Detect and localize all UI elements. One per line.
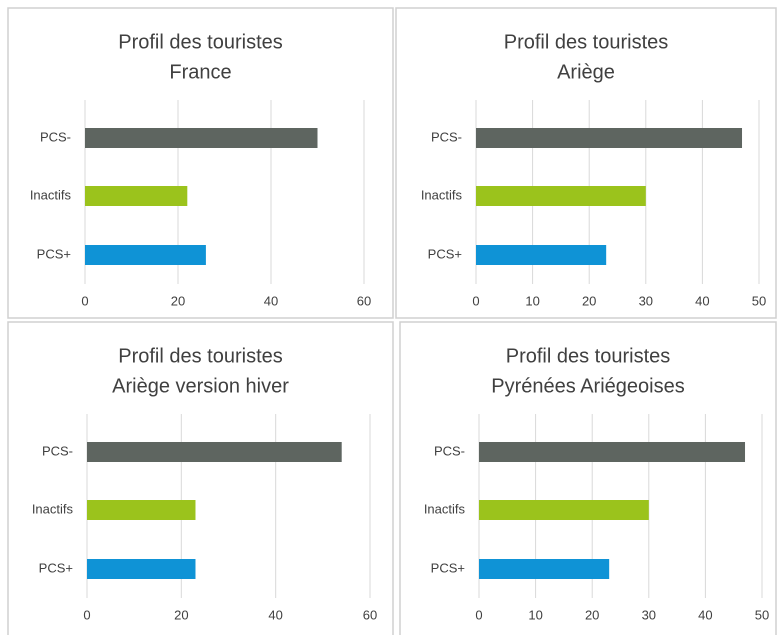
x-tick-label: 20 <box>171 293 185 308</box>
chart-title: Profil des touristes <box>504 31 669 53</box>
bar <box>87 442 342 462</box>
bar <box>479 500 649 520</box>
x-tick-label: 0 <box>83 607 90 622</box>
x-tick-label: 30 <box>642 607 656 622</box>
x-tick-label: 50 <box>752 293 766 308</box>
bar <box>87 559 196 579</box>
y-tick-label: PCS- <box>42 443 73 458</box>
y-tick-label: PCS+ <box>428 246 462 261</box>
y-tick-label: PCS+ <box>39 560 73 575</box>
bar <box>479 559 610 579</box>
x-tick-label: 40 <box>268 607 282 622</box>
y-tick-label: Inactifs <box>421 187 463 202</box>
chart-subtitle: France <box>169 61 231 83</box>
x-tick-label: 0 <box>472 293 479 308</box>
x-tick-label: 50 <box>755 607 769 622</box>
y-tick-label: PCS+ <box>37 246 71 261</box>
x-tick-label: 40 <box>264 293 278 308</box>
chart-subtitle: Pyrénées Ariégeoises <box>491 375 684 397</box>
bar <box>85 186 188 206</box>
bar <box>87 500 196 520</box>
x-tick-label: 40 <box>695 293 709 308</box>
bar <box>476 186 646 206</box>
x-tick-label: 20 <box>174 607 188 622</box>
y-tick-label: Inactifs <box>424 501 466 516</box>
x-tick-label: 10 <box>525 293 539 308</box>
y-tick-label: PCS- <box>40 129 71 144</box>
x-tick-label: 0 <box>475 607 482 622</box>
y-tick-label: PCS+ <box>431 560 465 575</box>
bar <box>85 128 318 148</box>
chart-title: Profil des touristes <box>118 31 283 53</box>
panel-border <box>7 321 394 635</box>
x-tick-label: 20 <box>585 607 599 622</box>
y-tick-label: Inactifs <box>30 187 72 202</box>
bar <box>476 245 607 265</box>
x-tick-label: 20 <box>582 293 596 308</box>
panel-border <box>395 7 777 319</box>
x-tick-label: 30 <box>639 293 653 308</box>
chart-title: Profil des touristes <box>506 345 671 367</box>
bar <box>476 128 743 148</box>
chart-title: Profil des touristes <box>118 345 283 367</box>
x-tick-label: 60 <box>357 293 371 308</box>
chart-subtitle: Ariège version hiver <box>112 375 289 397</box>
bar <box>479 442 746 462</box>
x-tick-label: 40 <box>698 607 712 622</box>
x-tick-label: 10 <box>528 607 542 622</box>
panel-border <box>399 321 777 635</box>
chart-subtitle: Ariège <box>557 61 615 83</box>
x-tick-label: 0 <box>81 293 88 308</box>
y-tick-label: Inactifs <box>32 501 74 516</box>
y-tick-label: PCS- <box>431 129 462 144</box>
bar <box>85 245 206 265</box>
panel-border <box>7 7 394 319</box>
y-tick-label: PCS- <box>434 443 465 458</box>
x-tick-label: 60 <box>363 607 377 622</box>
